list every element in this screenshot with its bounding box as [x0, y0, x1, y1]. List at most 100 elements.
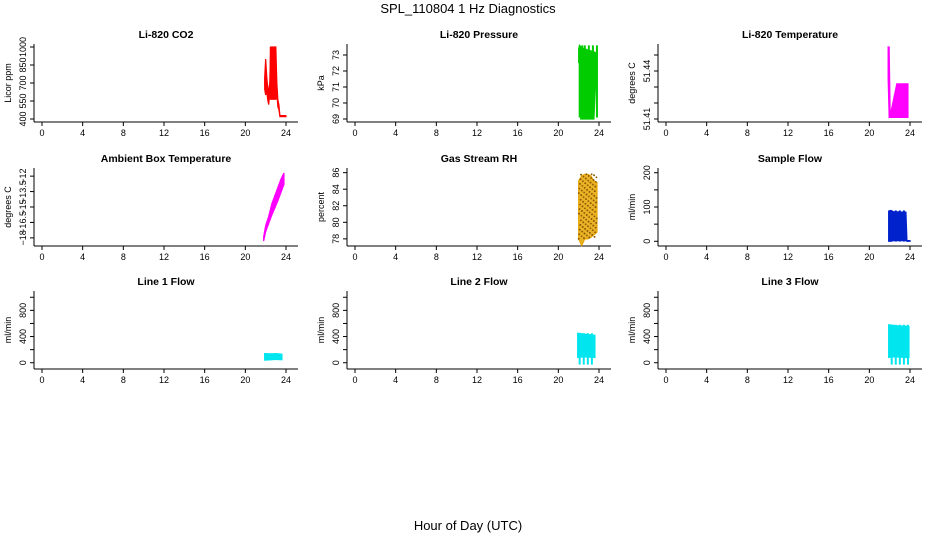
x-tick-label: 24: [905, 375, 915, 385]
data-point: [593, 235, 596, 238]
y-tick-label: −15: [18, 199, 28, 214]
data-band: [263, 172, 285, 242]
data-point: [590, 218, 593, 220]
x-tick-label: 24: [905, 252, 915, 262]
x-tick-label: 0: [352, 252, 357, 262]
data-point: [592, 224, 595, 227]
panel-3: Li-820 Temperature 0 4 8 12 16 20 24 51.41 51.44 d…: [627, 29, 922, 138]
data-point: [592, 183, 594, 186]
x-tick-label: 16: [824, 128, 834, 138]
y-tick-label: 0: [642, 360, 652, 365]
data-point: [594, 231, 597, 234]
data-point: [581, 230, 584, 233]
y-tick-label: −18: [18, 230, 28, 245]
data-point: [587, 220, 590, 223]
data-point: [593, 174, 595, 177]
x-tick-label: 0: [352, 128, 357, 138]
x-tick-label: 20: [864, 375, 874, 385]
data-point: [585, 193, 588, 196]
data-point: [581, 184, 584, 187]
data-point: [591, 233, 594, 236]
data-point: [594, 185, 597, 188]
data-point: [583, 207, 586, 210]
data-point: [581, 226, 584, 228]
y-tick-label: 800: [18, 303, 28, 318]
figure-title: SPL_110804 1 Hz Diagnostics: [380, 1, 556, 16]
data-point: [591, 213, 593, 216]
y-tick-label: 700: [18, 75, 28, 90]
data-point: [591, 208, 594, 211]
y-axis-title: degrees C: [3, 186, 13, 228]
x-tick-label: 4: [393, 375, 398, 385]
data-band: [887, 46, 909, 119]
data-point: [592, 204, 595, 206]
y-tick-label: 51.44: [642, 60, 652, 83]
y-tick-label: −13.5: [18, 180, 28, 203]
data-point: [590, 222, 592, 225]
x-tick-label: 16: [513, 375, 523, 385]
y-tick-label: 72: [331, 66, 341, 76]
data-point: [585, 214, 588, 216]
data-point: [579, 178, 582, 181]
y-tick-label: 84: [331, 184, 341, 194]
data-point: [589, 206, 592, 209]
data-point: [586, 188, 588, 191]
y-tick-label: 86: [331, 168, 341, 178]
data-point: [586, 234, 588, 237]
data-point: [583, 232, 586, 235]
x-tick-label: 0: [39, 252, 44, 262]
panel-title: Li-820 CO2: [139, 29, 194, 41]
x-tick-label: 4: [704, 375, 709, 385]
x-tick-label: 0: [39, 375, 44, 385]
data-point: [589, 202, 592, 205]
x-tick-label: 24: [905, 128, 915, 138]
data-point: [587, 225, 589, 228]
data-point: [580, 189, 583, 192]
y-tick-label: 400: [642, 329, 652, 344]
data-point: [582, 221, 585, 224]
panel-4: Ambient Box Temperature 0 4 8 12 16 20 24 −18−16…: [3, 153, 298, 262]
data-point: [591, 229, 594, 232]
x-tick-label: 20: [864, 252, 874, 262]
x-tick-label: 12: [159, 375, 169, 385]
x-tick-label: 0: [663, 252, 668, 262]
x-tick-label: 16: [200, 128, 210, 138]
y-tick-label: 69: [331, 114, 341, 124]
data-point: [581, 210, 583, 212]
x-tick-label: 20: [553, 252, 563, 262]
data-point: [587, 175, 590, 177]
panel-title: Sample Flow: [758, 153, 823, 165]
x-tick-label: 12: [783, 252, 793, 262]
x-tick-label: 24: [281, 375, 291, 385]
x-tick-label: 8: [434, 252, 439, 262]
x-tick-label: 8: [121, 128, 126, 138]
data-point: [590, 173, 593, 176]
x-tick-label: 4: [704, 252, 709, 262]
y-tick-label: 400: [331, 329, 341, 344]
data-point: [594, 206, 597, 208]
x-tick-label: 16: [200, 375, 210, 385]
panel-8: Line 2 Flow 0 4 8 12 16 20 24 0 400 800 ml/min: [316, 276, 611, 385]
data-point: [594, 226, 597, 229]
data-point: [582, 196, 585, 199]
data-point: [592, 220, 595, 222]
y-tick-label: 78: [331, 234, 341, 244]
x-tick-label: 16: [513, 128, 523, 138]
y-axis-title: ml/min: [627, 194, 637, 221]
data-point: [591, 188, 594, 191]
y-tick-label: 850: [18, 57, 28, 72]
y-axis-title: ml/min: [627, 317, 637, 344]
x-tick-label: 12: [472, 252, 482, 262]
x-tick-label: 24: [281, 128, 291, 138]
data-point: [578, 208, 581, 210]
y-tick-label: 80: [331, 217, 341, 227]
x-tick-label: 16: [824, 375, 834, 385]
y-tick-label: 0: [331, 360, 341, 365]
data-point: [595, 217, 598, 220]
x-tick-label: 20: [240, 375, 250, 385]
data-point: [577, 237, 580, 240]
data-point: [578, 228, 581, 231]
x-tick-label: 16: [513, 252, 523, 262]
x-tick-label: 12: [783, 375, 793, 385]
x-tick-label: 12: [159, 128, 169, 138]
